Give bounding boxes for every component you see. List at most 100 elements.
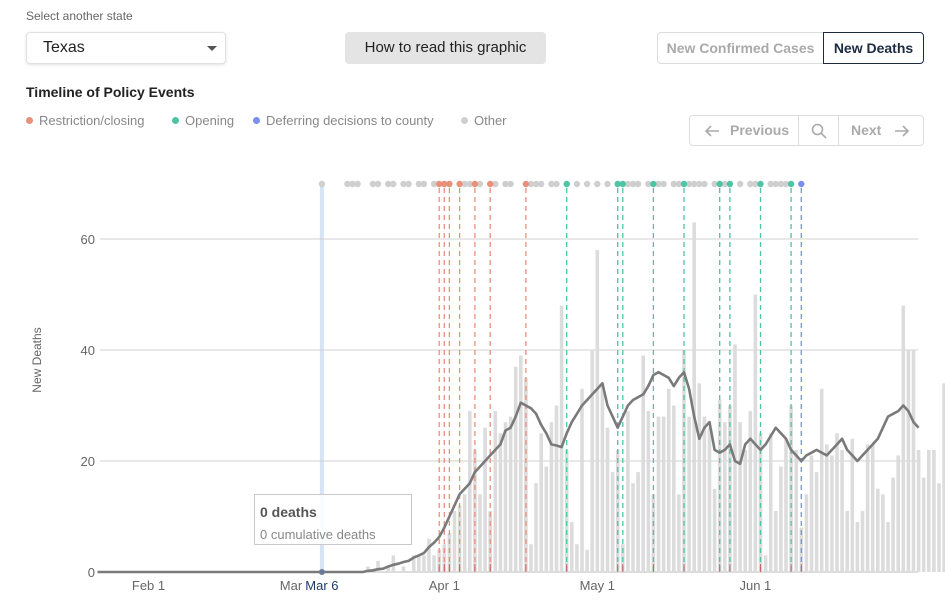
bar: [702, 416, 707, 572]
bar: [615, 449, 620, 572]
other-event-dot: [374, 180, 382, 188]
bar: [422, 555, 426, 572]
bar: [564, 449, 569, 572]
bar: [478, 494, 482, 572]
bar: [483, 427, 487, 572]
bar: [570, 522, 574, 572]
bar: [850, 438, 855, 572]
next-button[interactable]: Next: [839, 116, 923, 145]
bar: [825, 444, 829, 572]
other-event-dot: [721, 180, 728, 188]
other-event-dot: [527, 180, 535, 188]
bar: [881, 494, 885, 572]
opening-event-dot: [619, 180, 626, 188]
other-event-dot: [747, 180, 754, 188]
legend-label: Restriction/closing: [39, 112, 145, 128]
bar: [677, 494, 681, 572]
restriction-event-dot: [456, 180, 463, 188]
other-event-dot: [538, 180, 545, 188]
other-event-dot: [461, 180, 468, 188]
bar: [896, 455, 900, 572]
bar: [763, 555, 768, 572]
bar: [636, 472, 640, 572]
opening-event-dot: [680, 180, 688, 188]
other-event-dot: [415, 180, 422, 188]
bar: [544, 466, 549, 572]
y-tick-label: 20: [81, 454, 95, 469]
bar: [697, 383, 702, 572]
bar: [575, 544, 579, 572]
legend-item-other: Other: [461, 112, 507, 128]
other-event-dot: [390, 180, 397, 188]
legend-item-opening: Opening: [172, 112, 234, 128]
restriction-event-dot: [446, 180, 453, 188]
other-event-dot: [645, 180, 652, 188]
bar: [809, 455, 814, 572]
y-tick-label: 60: [81, 232, 95, 247]
y-tick-label: 0: [88, 565, 95, 580]
previous-button[interactable]: Previous: [690, 116, 799, 145]
other-event-dot: [354, 180, 361, 188]
bar: [753, 294, 758, 572]
next-label: Next: [851, 122, 882, 138]
tooltip-title: 0 deaths: [260, 504, 317, 520]
bar: [738, 422, 742, 572]
bar: [661, 416, 666, 572]
bar: [768, 433, 773, 572]
other-event-dot: [701, 180, 708, 188]
bar: [366, 566, 370, 572]
bar: [779, 466, 783, 572]
bar: [891, 477, 895, 572]
bar: [830, 455, 834, 572]
bar: [559, 305, 564, 572]
other-event-dot: [466, 180, 473, 188]
bar: [712, 488, 717, 572]
bar: [835, 433, 839, 572]
other-event-dot: [400, 180, 407, 188]
bar: [865, 444, 870, 572]
other-event-dot: [553, 180, 560, 188]
other-event-dot: [691, 180, 698, 188]
chart-tooltip: 0 deaths 0 cumulative deaths: [254, 494, 412, 545]
bar: [748, 411, 753, 572]
bar: [600, 383, 605, 572]
other-event-dot: [502, 180, 509, 188]
other-event-dot: [670, 180, 677, 188]
x-tick-label: Feb 1: [132, 578, 165, 593]
search-button[interactable]: [799, 116, 839, 145]
bar: [411, 555, 416, 572]
other-event-dot: [655, 180, 662, 188]
bar: [452, 510, 457, 572]
new-confirmed-cases-toggle[interactable]: New Confirmed Cases: [657, 32, 823, 64]
state-select[interactable]: Texas: [26, 32, 226, 64]
new-deaths-toggle[interactable]: New Deaths: [823, 32, 924, 64]
bar: [876, 488, 880, 572]
bar: [921, 477, 926, 572]
state-select-label: Select another state: [26, 9, 133, 23]
bar: [845, 510, 849, 572]
bar: [870, 444, 875, 572]
opening-event-dot: [614, 180, 621, 188]
other-event-dot: [594, 180, 601, 188]
bar: [646, 411, 651, 572]
restriction-event-dot: [436, 180, 443, 188]
tooltip-subtitle: 0 cumulative deaths: [260, 527, 376, 542]
other-dot-icon: [461, 116, 468, 124]
bar: [814, 472, 819, 572]
average-line: [97, 370, 920, 574]
arrow-left-icon: [704, 125, 719, 137]
opening-dot-icon: [172, 116, 179, 124]
bar: [468, 411, 472, 572]
other-event-dot: [385, 180, 392, 188]
other-event-dot: [772, 180, 779, 188]
other-event-dot: [660, 180, 667, 188]
other-event-dot: [736, 180, 744, 188]
highlight-date-label: Mar 6: [305, 578, 338, 593]
bar: [457, 505, 462, 572]
how-to-read-button[interactable]: How to read this graphic: [345, 32, 546, 64]
legend-label: Opening: [185, 112, 235, 128]
bar: [901, 305, 906, 572]
bar: [631, 483, 635, 572]
bar: [585, 549, 589, 572]
timeline-title: Timeline of Policy Events: [26, 84, 195, 100]
